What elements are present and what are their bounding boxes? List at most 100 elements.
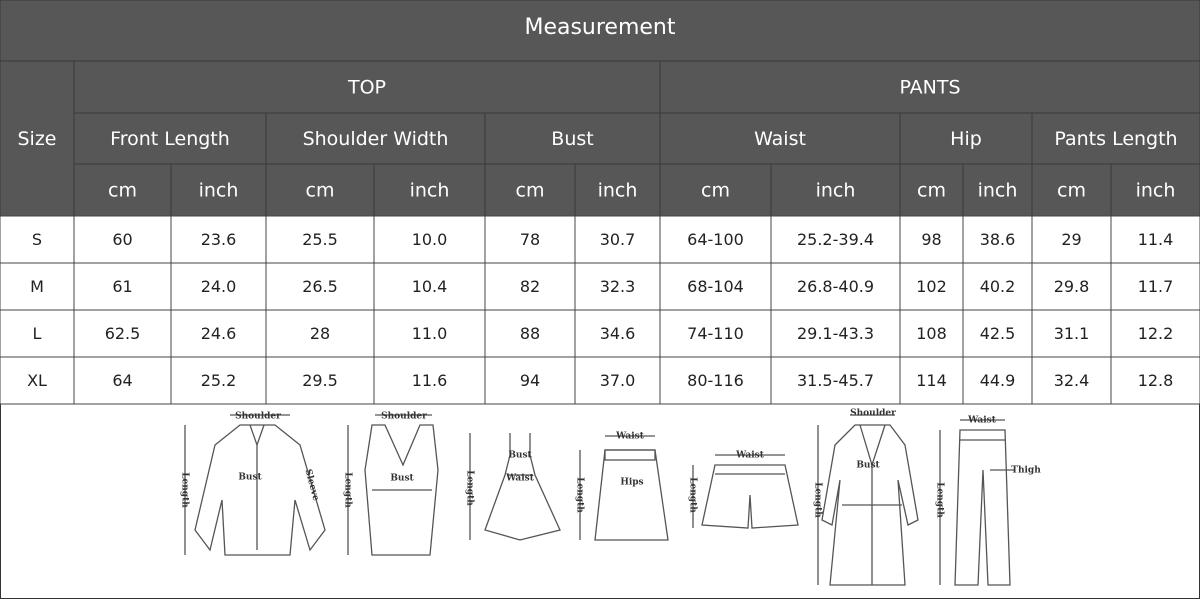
table-cell: 40.2: [980, 277, 1016, 296]
unit-header-cell: [899, 163, 964, 217]
table-cell: 25.5: [302, 230, 338, 249]
unit-header-cell: [1031, 163, 1112, 217]
illustration-label: Length: [343, 472, 353, 508]
size-label: M: [30, 277, 44, 296]
illustration-label: Shoulder: [235, 412, 281, 422]
table-cell: 12.2: [1138, 324, 1174, 343]
table-cell-cell: [770, 309, 901, 358]
table-cell-cell: [170, 262, 267, 311]
illustration-label: Waist: [735, 451, 765, 461]
measure-header: Pants Length: [1054, 128, 1177, 150]
group-header-cell: [659, 60, 1200, 114]
table-cell: 29.5: [302, 371, 338, 390]
size-label-cell: [0, 356, 75, 405]
table-cell-cell: [373, 309, 486, 358]
unit-header: cm: [701, 180, 730, 202]
table-cell: 32.3: [600, 277, 636, 296]
table-cell: 24.6: [201, 324, 237, 343]
table-cell: 29.1-43.3: [797, 324, 874, 343]
table-cell: 31.5-45.7: [797, 371, 874, 390]
measure-header-cell: [1031, 112, 1200, 165]
table-cell: 61: [112, 277, 132, 296]
table-cell: 23.6: [201, 230, 237, 249]
table-cell: 44.9: [980, 371, 1016, 390]
size-label-cell: [0, 309, 75, 358]
table-cell: 102: [916, 277, 947, 296]
coat-detail: [842, 424, 902, 585]
table-cell-cell: [1031, 356, 1112, 405]
unit-header: cm: [108, 180, 137, 202]
table-cell: 31.1: [1054, 324, 1090, 343]
table-cell-cell: [73, 262, 172, 311]
table-cell: 98: [921, 230, 941, 249]
pants-outline: [954, 429, 1011, 586]
illustration-label: Waist: [615, 432, 645, 442]
illustration-label: Bust: [856, 461, 880, 471]
illustration-label: Length: [465, 470, 475, 506]
table-cell-cell: [1110, 356, 1200, 405]
illustration-label: Hips: [620, 478, 643, 488]
table-cell: 64: [112, 371, 132, 390]
group-header: TOP: [347, 77, 386, 99]
table-cell-cell: [1110, 309, 1200, 358]
unit-header: cm: [917, 180, 946, 202]
shirt-outline: [194, 424, 326, 556]
table-cell-cell: [899, 309, 964, 358]
tank-outline: [364, 424, 439, 556]
table-cell: 12.8: [1138, 371, 1174, 390]
size-label: XL: [27, 371, 47, 390]
table-cell-cell: [1110, 262, 1200, 311]
unit-header: cm: [306, 180, 335, 202]
coat-outline: [821, 424, 919, 586]
illustration-label: Shoulder: [381, 412, 427, 422]
table-cell: 29.8: [1054, 277, 1090, 296]
table-cell-cell: [659, 356, 772, 405]
table-cell-cell: [574, 309, 661, 358]
table-cell-cell: [373, 215, 486, 264]
unit-header: inch: [410, 180, 450, 202]
illustration-label: Length: [813, 482, 823, 518]
table-cell-cell: [170, 356, 267, 405]
size-label: S: [32, 230, 42, 249]
measure-header: Bust: [551, 128, 593, 150]
table-cell-cell: [770, 356, 901, 405]
table-cell: 29: [1061, 230, 1081, 249]
unit-header-cell: [962, 163, 1033, 217]
illustration-label: Shoulder: [850, 409, 896, 419]
table-cell: 25.2: [201, 371, 237, 390]
table-cell: 30.7: [600, 230, 636, 249]
illustration-label: Waist: [967, 416, 997, 426]
table-cell: 11.6: [412, 371, 448, 390]
table-cell-cell: [962, 356, 1033, 405]
size-header-cell: [0, 60, 75, 217]
table-cell-cell: [265, 356, 375, 405]
table-cell: 32.4: [1054, 371, 1090, 390]
table-cell: 10.0: [412, 230, 448, 249]
table-cell: 26.8-40.9: [797, 277, 874, 296]
table-cell: 64-100: [687, 230, 744, 249]
unit-header-cell: [73, 163, 172, 217]
measure-header-cell: [73, 112, 267, 165]
unit-header: cm: [516, 180, 545, 202]
table-cell: 42.5: [980, 324, 1016, 343]
illustration-label: Length: [688, 477, 698, 513]
shorts-outline: [701, 464, 799, 529]
title: Measurement: [524, 15, 675, 40]
unit-header: cm: [1057, 180, 1086, 202]
table-cell: 114: [916, 371, 947, 390]
table-cell-cell: [170, 215, 267, 264]
table-cell-cell: [1110, 215, 1200, 264]
illustration-label: Length: [180, 472, 190, 508]
table-cell: 25.2-39.4: [797, 230, 874, 249]
table-cell: 74-110: [687, 324, 744, 343]
table-cell-cell: [574, 215, 661, 264]
group-header: PANTS: [899, 77, 960, 99]
table-cell: 38.6: [980, 230, 1016, 249]
table-cell: 62.5: [105, 324, 141, 343]
table-cell-cell: [1031, 309, 1112, 358]
table-cell-cell: [1031, 215, 1112, 264]
group-header-cell: [73, 60, 661, 114]
unit-header: inch: [199, 180, 239, 202]
table-cell: 82: [520, 277, 540, 296]
